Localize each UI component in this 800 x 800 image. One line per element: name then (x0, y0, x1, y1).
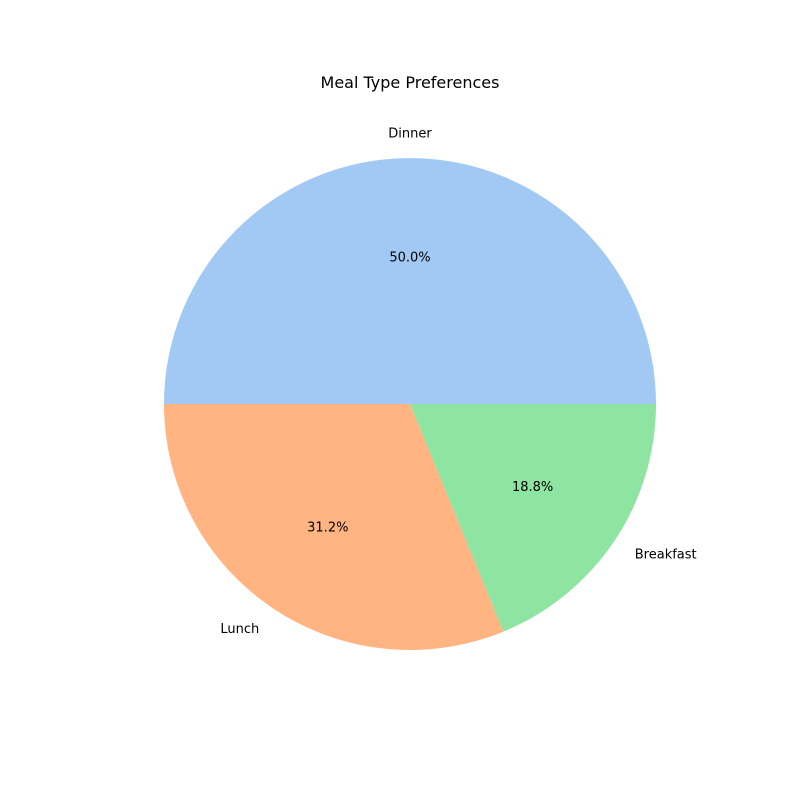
chart-title: Meal Type Preferences (321, 73, 500, 92)
slice-label-dinner: Dinner (388, 126, 432, 141)
pie-slice-lunch (164, 404, 504, 650)
percent-label-dinner: 50.0% (389, 250, 430, 265)
slice-label-breakfast: Breakfast (635, 548, 697, 563)
pie-slice-dinner (164, 158, 656, 404)
pie-labels: Dinner 50.0% Lunch 31.2% Breakfast 18.8% (220, 126, 696, 636)
percent-label-breakfast: 18.8% (512, 480, 553, 495)
percent-label-lunch: 31.2% (307, 521, 348, 536)
slice-label-lunch: Lunch (220, 622, 259, 637)
pie-slice-breakfast (410, 404, 656, 632)
pie-slices (164, 158, 656, 650)
